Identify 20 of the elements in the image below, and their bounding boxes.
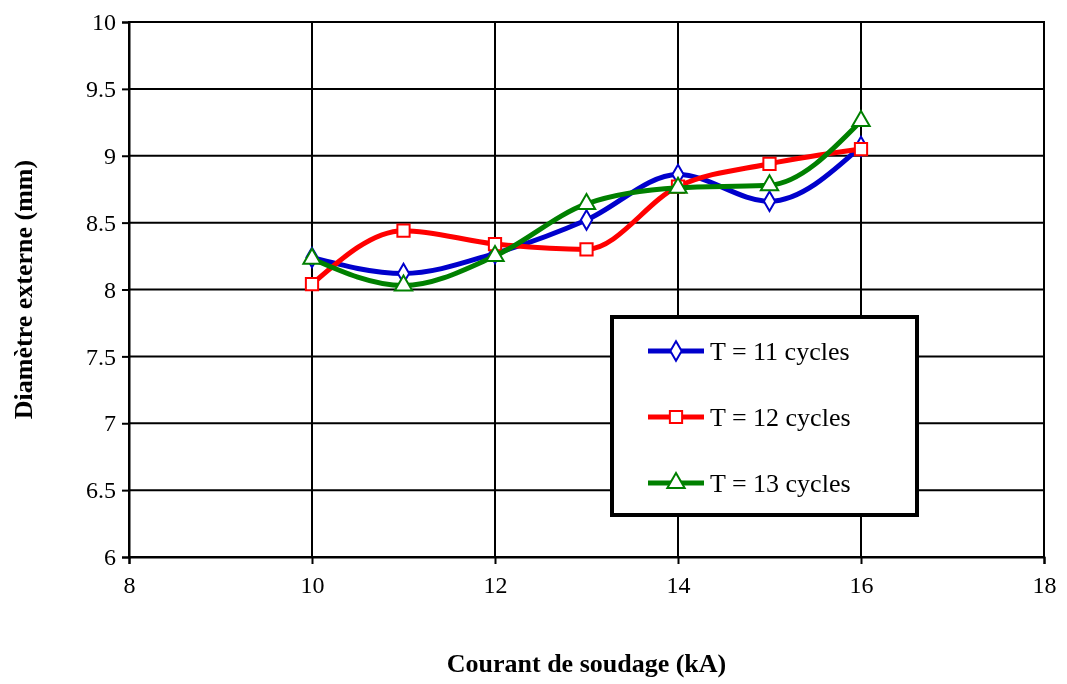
x-tick-label: 12 [483,572,508,599]
x-tick-label: 18 [1032,572,1057,599]
legend-label: T = 13 cycles [710,469,851,498]
legend-label: T = 12 cycles [710,403,851,432]
y-tick-label: 8.5 [86,209,116,236]
y-tick-label: 10 [92,9,116,36]
y-tick-label: 6.5 [86,477,116,504]
y-tick-label: 8 [104,276,116,303]
y-tick-label: 7.5 [86,343,116,370]
x-tick-label: 10 [300,572,325,599]
x-tick-label: 16 [849,572,874,599]
y-tick-label: 6 [104,544,116,571]
y-tick-label: 7 [104,410,116,437]
y-axis-title: Diamètre externe (mm) [9,159,38,420]
y-tick-label: 9.5 [86,76,116,103]
legend-label: T = 11 cycles [710,337,850,366]
y-tick-label: 9 [104,142,116,169]
x-axis-title: Courant de soudage (kA) [446,649,727,678]
x-tick-label: 14 [666,572,691,599]
x-tick-label: 8 [123,572,136,599]
